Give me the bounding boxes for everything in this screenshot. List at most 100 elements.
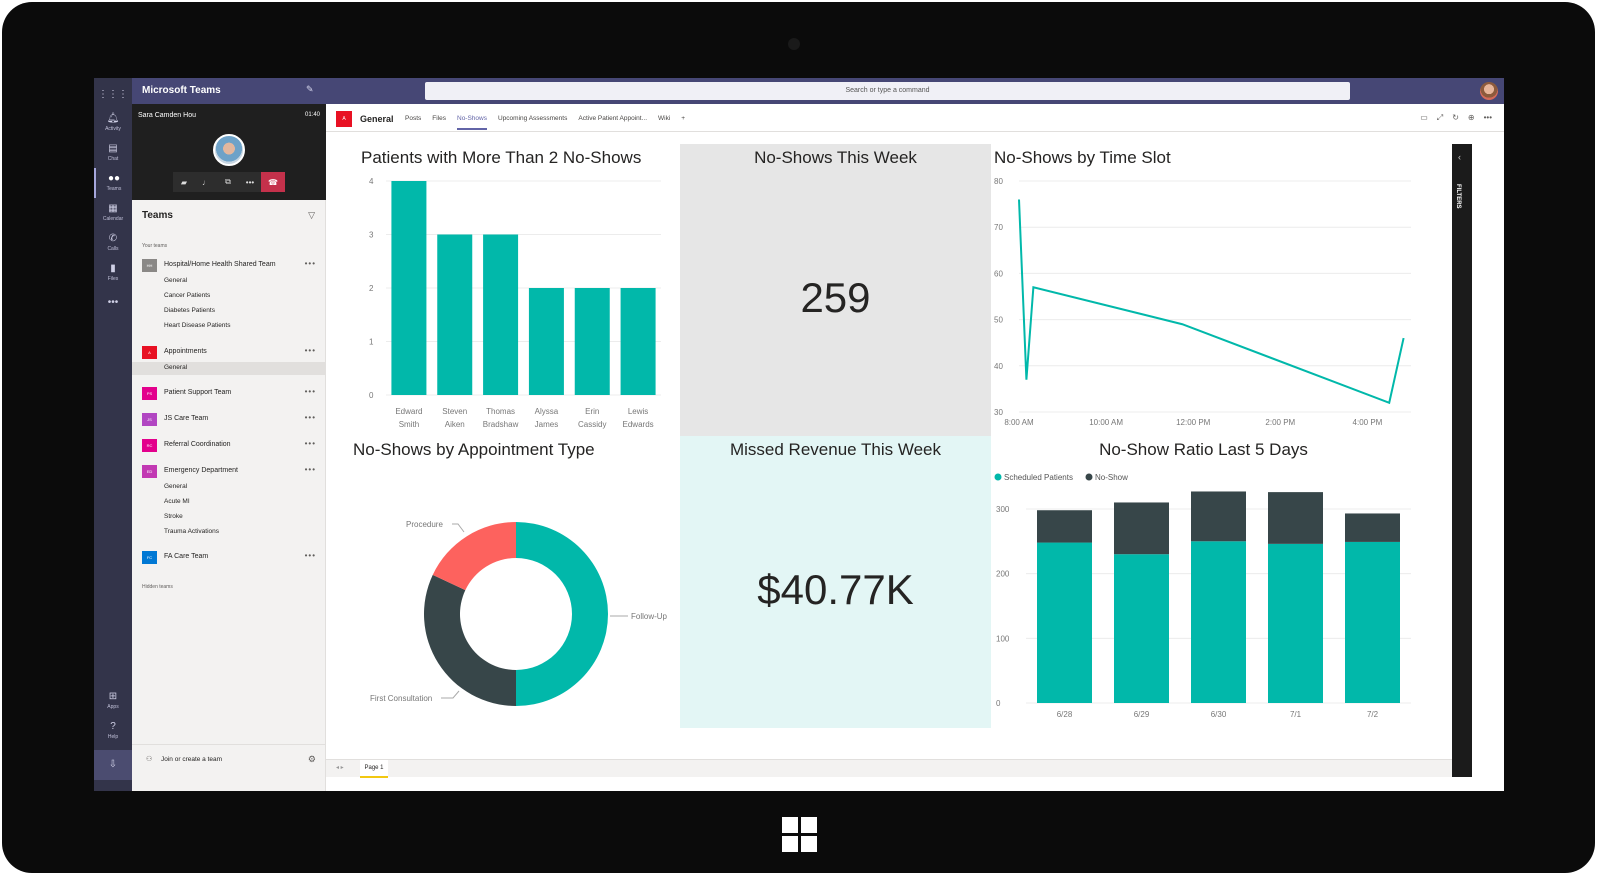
team-item[interactable]: PS Patient Support Team ••• xyxy=(132,384,326,402)
team-icon: PS xyxy=(142,387,157,400)
y-tick-label: 200 xyxy=(996,570,1010,579)
more-options-icon[interactable]: ••• xyxy=(304,439,316,448)
channel-item[interactable]: General xyxy=(164,277,188,284)
x-tick-label: Lewis xyxy=(628,407,648,416)
join-create-bar: ⚇ Join or create a team ⚙ xyxy=(132,744,326,791)
appbar-help[interactable]: ? Help xyxy=(107,721,119,741)
tile-appointment-type[interactable]: No-Shows by Appointment Type Follow-Up Fi… xyxy=(336,436,680,728)
globe-icon[interactable]: ⊕ xyxy=(1467,113,1475,122)
filters-pane[interactable]: ‹ FILTERS xyxy=(1452,144,1472,777)
mic-icon[interactable]: ♩ xyxy=(202,177,210,187)
team-item[interactable]: HH Hospital/Home Health Shared Team ••• xyxy=(132,256,326,274)
more-options-icon[interactable]: ••• xyxy=(304,465,316,474)
more-options-icon[interactable]: ••• xyxy=(304,346,316,355)
caller-avatar xyxy=(213,134,245,166)
tab-wiki[interactable]: Wiki xyxy=(658,115,671,122)
gear-icon[interactable]: ⚙ xyxy=(307,754,316,764)
y-tick-label: 40 xyxy=(994,362,1003,371)
channel-item-selected[interactable]: General xyxy=(164,364,188,371)
channel-item[interactable]: Heart Disease Patients xyxy=(164,322,231,329)
add-team-icon[interactable]: ⚇ xyxy=(146,756,153,763)
x-tick-label: Edward xyxy=(395,407,422,416)
join-create-team-link[interactable]: Join or create a team xyxy=(161,756,223,763)
download-icon[interactable]: ⇩ xyxy=(94,750,132,780)
filter-icon[interactable]: ▽ xyxy=(308,210,315,220)
legend-marker xyxy=(1085,473,1093,481)
appbar-teams[interactable]: ●● Teams xyxy=(94,168,132,198)
tab-no-shows[interactable]: No-Shows xyxy=(457,115,487,130)
hidden-teams-label[interactable]: Hidden teams xyxy=(142,584,173,590)
slice-label: First Consultation xyxy=(370,694,432,703)
x-tick-label: 6/30 xyxy=(1211,710,1227,719)
more-options-icon[interactable]: ••• xyxy=(304,413,316,422)
chart-title: No-Shows by Time Slot xyxy=(994,148,1171,167)
tab-upcoming-assessments[interactable]: Upcoming Assessments xyxy=(497,115,568,122)
team-icon: FC xyxy=(142,551,157,564)
x-tick-label: Edwards xyxy=(623,420,654,429)
more-options-icon[interactable]: ••• xyxy=(304,551,316,560)
appbar-calls[interactable]: ✆ Calls xyxy=(107,233,119,253)
channel-item[interactable]: Trauma Activations xyxy=(164,528,220,535)
card-noshows-this-week[interactable]: No-Shows This Week 259 xyxy=(680,144,991,436)
add-tab-icon[interactable]: + xyxy=(681,115,686,122)
appbar-activity[interactable]: 🔔︎ Activity xyxy=(105,113,121,133)
y-tick-label: 1 xyxy=(369,338,374,347)
page-nav-arrows-icon[interactable]: ◂ ▸ xyxy=(336,765,344,771)
channel-item[interactable]: Acute MI xyxy=(164,498,190,505)
team-item[interactable]: A Appointments ••• xyxy=(132,343,326,361)
y-tick-label: 2 xyxy=(369,284,374,293)
refresh-icon[interactable]: ↻ xyxy=(1452,113,1459,122)
tile-patients-noshows[interactable]: Patients with More Than 2 No-Shows 0 1 2 3 4… xyxy=(336,144,680,436)
caller-name: Sara Camden Hou xyxy=(138,112,196,119)
app-launcher-icon[interactable]: ⋮⋮⋮ xyxy=(98,89,128,100)
bar-chart-patients: 0 1 2 3 4 Edward Smith Steven Aiken Thomas Bradsha… xyxy=(369,177,661,429)
phone-icon: ✆ xyxy=(108,233,118,244)
windows-logo-icon[interactable] xyxy=(782,817,818,853)
channel-item[interactable]: General xyxy=(164,483,188,490)
chevron-left-icon[interactable]: ‹ xyxy=(1458,152,1461,162)
legend-label: No-Show xyxy=(1095,473,1128,482)
appbar-calendar[interactable]: ▦ Calendar xyxy=(102,203,124,223)
tile-noshows-time-slot[interactable]: No-Shows by Time Slot 30 40 50 60 70 80 8:00 A… xyxy=(991,144,1452,436)
x-tick-label: Cassidy xyxy=(578,420,606,429)
team-item[interactable]: RC Referral Coordination ••• xyxy=(132,436,326,454)
more-icon[interactable]: ••• xyxy=(245,177,255,187)
channel-item[interactable]: Stroke xyxy=(164,513,183,520)
appbar-apps[interactable]: ⊞ Apps xyxy=(107,691,119,711)
tile-noshow-ratio[interactable]: No-Show Ratio Last 5 Days Scheduled Pati… xyxy=(991,436,1452,728)
chart-title: Patients with More Than 2 No-Shows xyxy=(361,148,642,167)
hang-up-icon[interactable]: ☎ xyxy=(261,172,285,192)
share-screen-icon[interactable]: ⧉ xyxy=(225,177,231,186)
tab-files[interactable]: Files xyxy=(432,115,446,122)
more-icon[interactable]: ••• xyxy=(1483,113,1492,122)
conversation-icon[interactable]: ▭ xyxy=(1420,113,1428,122)
search-input[interactable]: Search or type a command xyxy=(425,82,1350,100)
more-options-icon[interactable]: ••• xyxy=(304,387,316,396)
leader-line xyxy=(452,523,465,533)
channel-item[interactable]: Diabetes Patients xyxy=(164,307,215,314)
user-avatar[interactable] xyxy=(1480,82,1498,100)
more-apps-icon[interactable]: ••• xyxy=(107,297,119,308)
team-icon: JS xyxy=(142,413,157,426)
card-value: 259 xyxy=(800,274,871,321)
appbar-chat[interactable]: ▤ Chat xyxy=(107,143,119,163)
call-controls: ▰ ♩ ⧉ ••• ☎ xyxy=(173,172,285,192)
team-name: FA Care Team xyxy=(164,553,209,560)
team-item[interactable]: JS JS Care Team ••• xyxy=(132,410,326,428)
tab-posts[interactable]: Posts xyxy=(405,115,422,122)
more-options-icon[interactable]: ••• xyxy=(304,259,316,268)
video-icon[interactable]: ▰ xyxy=(180,177,188,187)
page-tab[interactable]: Page 1 xyxy=(360,760,388,778)
channel-item[interactable]: Cancer Patients xyxy=(164,292,211,299)
team-item[interactable]: ED Emergency Department ••• xyxy=(132,462,326,480)
team-icon: A xyxy=(142,346,157,359)
tab-active-patient-appointments[interactable]: Active Patient Appoint... xyxy=(578,115,648,122)
compose-icon[interactable]: ✎ xyxy=(306,84,314,94)
team-item[interactable]: FC FA Care Team ••• xyxy=(132,548,326,566)
teams-heading: Teams xyxy=(142,210,173,221)
card-missed-revenue[interactable]: Missed Revenue This Week $40.77K xyxy=(680,436,991,728)
appbar-files[interactable]: ▮ Files xyxy=(107,263,119,283)
expand-icon[interactable]: ⤢ xyxy=(1436,113,1444,122)
header-actions: ▭ ⤢ ↻ ⊕ ••• xyxy=(1411,113,1492,123)
app-bar: ⋮⋮⋮ 🔔︎ Activity ▤ Chat ●● Teams ▦ Calendar ✆… xyxy=(94,78,132,791)
